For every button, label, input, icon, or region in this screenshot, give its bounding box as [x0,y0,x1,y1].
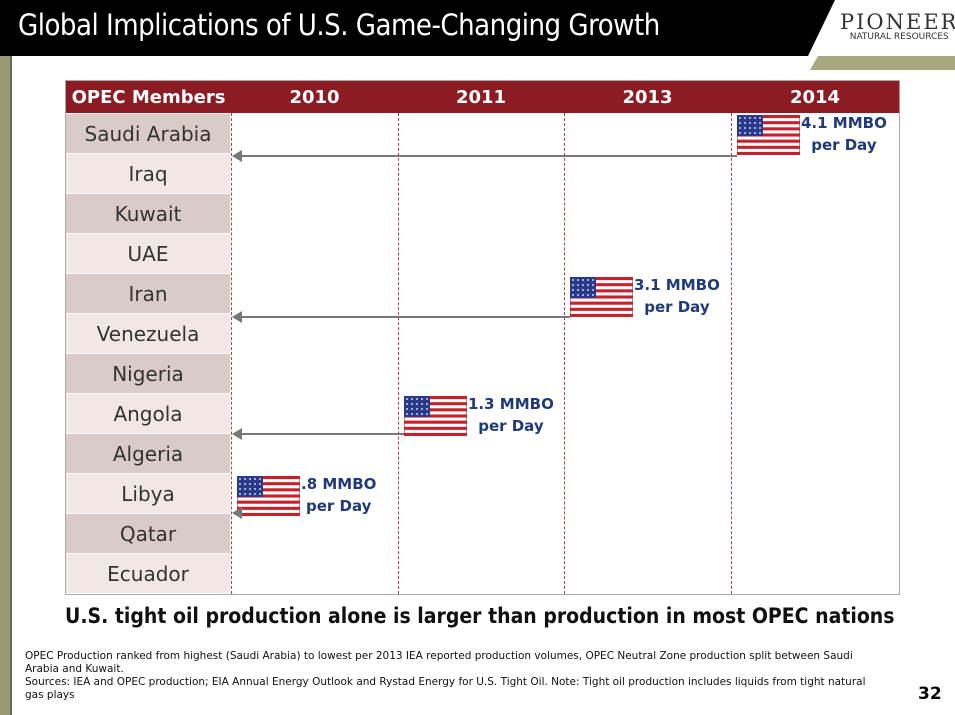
member-row: Ecuador [66,554,230,594]
us-flag-icon [736,114,801,156]
production-unit: per Day [478,417,544,435]
production-value: 4.1 MMBO [801,114,887,132]
tagline: U.S. tight oil production alone is large… [65,604,895,628]
opec-table: OPEC Members 2010 2011 2013 2014 Saudi Arabia… [65,80,900,595]
production-unit: per Day [644,298,710,316]
arrow-left-icon [232,428,404,440]
column-header: 2010 [231,81,399,113]
column-divider [731,113,732,594]
us-flag-icon [403,395,468,437]
production-label: .8 MMBO per Day [301,473,376,517]
column-header: 2013 [564,81,732,113]
footnote-sources: Sources: IEA and OPEC production; EIA An… [25,676,866,701]
page-title: Global Implications of U.S. Game-Changin… [18,8,660,42]
production-value: 3.1 MMBO [634,276,720,294]
arrow-left-icon [232,507,242,519]
member-row: Kuwait [66,194,230,234]
member-row: Libya [66,474,230,514]
column-header: 2011 [398,81,565,113]
production-label: 3.1 MMBO per Day [634,274,720,318]
production-unit: per Day [811,136,877,154]
arrow-left-icon [232,150,737,162]
member-row: Venezuela [66,314,230,354]
logo-text: PIONEER [840,10,955,34]
footnotes: OPEC Production ranked from highest (Sau… [25,650,875,702]
production-label: 1.3 MMBO per Day [468,393,554,437]
production-value: .8 MMBO [301,475,377,493]
column-divider [398,113,399,594]
left-accent-bar [0,56,12,715]
member-row: UAE [66,234,230,274]
production-value: 1.3 MMBO [468,395,554,413]
us-flag-icon [569,276,634,318]
page-number: 32 [918,684,942,704]
footnote-ranking: OPEC Production ranked from highest (Sau… [25,650,853,675]
member-row: Iraq [66,154,230,194]
arrow-left-icon [232,311,570,323]
production-label: 4.1 MMBO per Day [801,112,887,156]
column-header: OPEC Members [66,81,232,113]
member-row: Nigeria [66,354,230,394]
title-bar: Global Implications of U.S. Game-Changin… [0,0,835,56]
member-row: Qatar [66,514,230,554]
pioneer-logo: PIONEER NATURAL RESOURCES [840,10,955,42]
logo-subtext: NATURAL RESOURCES [849,32,949,42]
header-accent-bar [810,56,955,70]
column-divider [564,113,565,594]
member-row: Algeria [66,434,230,474]
us-flag-icon [236,475,301,517]
column-divider [231,113,232,594]
member-row: Saudi Arabia [66,114,230,154]
member-row: Iran [66,274,230,314]
production-unit: per Day [305,497,372,515]
member-row: Angola [66,394,230,434]
column-header: 2014 [731,81,900,113]
